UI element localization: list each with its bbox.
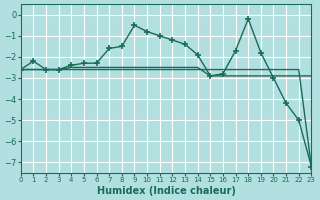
X-axis label: Humidex (Indice chaleur): Humidex (Indice chaleur): [97, 186, 236, 196]
